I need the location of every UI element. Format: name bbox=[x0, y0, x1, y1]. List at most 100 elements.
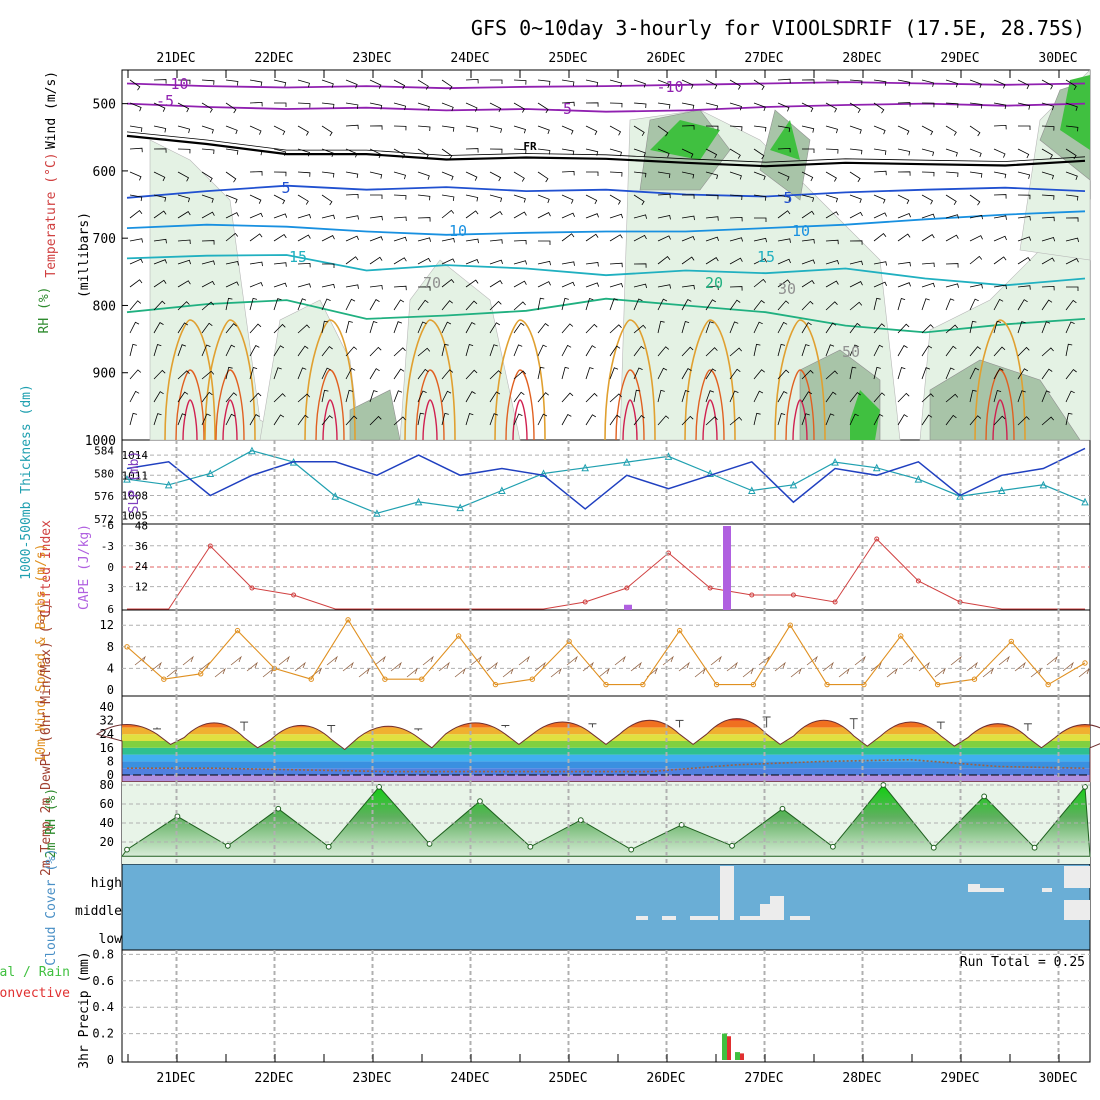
wind-barb bbox=[585, 345, 596, 357]
wind-barb bbox=[681, 194, 695, 199]
wind-barb bbox=[729, 257, 743, 265]
isotherm-warm bbox=[215, 369, 245, 441]
wind-barb bbox=[849, 301, 863, 311]
wind-barb bbox=[993, 148, 1006, 158]
bottom-date-axis: 21DEC 22DEC 23DEC 24DEC 25DEC 26DEC 27DEC 28DEC… bbox=[156, 1071, 1077, 1086]
wind-barb bbox=[465, 148, 479, 153]
rh-marker bbox=[224, 842, 231, 849]
wind-barb bbox=[321, 320, 329, 334]
wind-barb bbox=[273, 393, 286, 403]
wind-barb bbox=[633, 125, 645, 137]
wind-barb bbox=[825, 391, 837, 403]
wind-barb bbox=[825, 260, 840, 265]
wind-barb bbox=[177, 102, 190, 113]
wind-barb bbox=[465, 279, 479, 288]
isotherm-line bbox=[126, 81, 1086, 90]
wind-barb bbox=[369, 236, 383, 242]
wind-barb bbox=[705, 416, 718, 426]
wind-barb bbox=[825, 239, 839, 245]
wind-barb bbox=[945, 194, 957, 206]
wind-barb bbox=[465, 412, 474, 426]
axis-labels: 5006007008009001000572576580584100510081… bbox=[0, 70, 1060, 1069]
wind-barb bbox=[489, 125, 503, 133]
wind-barb bbox=[849, 413, 859, 426]
wind-barb bbox=[729, 148, 741, 159]
wind-barb bbox=[201, 280, 215, 288]
wind-barb bbox=[609, 414, 621, 426]
wind-barb bbox=[489, 370, 502, 380]
wind-barb bbox=[297, 345, 309, 357]
wind-barb bbox=[177, 148, 191, 154]
wind-barb bbox=[225, 413, 236, 426]
wind-barb bbox=[633, 171, 647, 178]
wind-barb bbox=[177, 301, 190, 311]
wind-speed-marker bbox=[234, 627, 241, 634]
wind-barb bbox=[153, 194, 167, 202]
wind-barb bbox=[729, 216, 743, 222]
wind-barb bbox=[1017, 285, 1031, 290]
slp-ylabel-left: 1000-500mb Thickness (dm) bbox=[19, 384, 34, 580]
wind-barb bbox=[297, 125, 309, 136]
top-date-label: 30DEC bbox=[1038, 51, 1077, 66]
wind-barb bbox=[561, 366, 570, 380]
wind-barb bbox=[153, 369, 166, 380]
wind-barb bbox=[609, 194, 621, 205]
wind-barb bbox=[753, 321, 763, 334]
wind-barb bbox=[825, 194, 839, 203]
contour-label: -5 bbox=[554, 100, 572, 118]
wind-barb bbox=[561, 281, 575, 288]
wind-barb bbox=[345, 389, 354, 403]
wind-barb bbox=[1065, 258, 1079, 265]
wind-barb bbox=[609, 102, 623, 108]
wind-barb bbox=[1065, 79, 1077, 91]
wind-barb bbox=[1065, 194, 1079, 201]
wind-barb bbox=[969, 214, 983, 220]
wind-barb bbox=[1041, 102, 1054, 111]
wind-barb bbox=[705, 194, 719, 200]
isotherm-warm bbox=[494, 319, 546, 441]
wind-barb bbox=[561, 344, 572, 357]
wind-barb bbox=[1041, 194, 1055, 200]
li-tick: -6 bbox=[101, 519, 114, 532]
wind-barb-10m bbox=[374, 655, 386, 666]
wind-barb bbox=[777, 390, 788, 403]
wind-barb bbox=[1065, 299, 1077, 311]
wind-barb bbox=[897, 171, 911, 176]
wind-barb bbox=[801, 125, 815, 133]
wind-barb bbox=[585, 233, 599, 242]
wind-barb bbox=[681, 298, 692, 311]
wind-barb bbox=[873, 102, 885, 114]
wind-barb bbox=[225, 79, 239, 86]
isotherm-warm bbox=[204, 319, 256, 441]
upper-ylabel-pressure: (millibars) bbox=[77, 212, 92, 298]
wind-barb bbox=[729, 390, 739, 403]
cape-bar bbox=[723, 526, 731, 610]
wind-tick: 8 bbox=[107, 640, 114, 654]
wind-barb bbox=[825, 79, 839, 85]
thickness-marker bbox=[789, 480, 798, 489]
wind-barb-10m bbox=[470, 655, 482, 666]
isotherm-line bbox=[126, 102, 1086, 113]
isotherm-warm bbox=[222, 399, 238, 441]
wind-barb bbox=[729, 194, 743, 201]
wind-barb bbox=[969, 125, 981, 137]
precip-total-bar bbox=[735, 1052, 740, 1060]
thickness-marker bbox=[206, 469, 215, 477]
wind-barb bbox=[417, 237, 431, 242]
lifted-index-marker bbox=[707, 585, 713, 591]
slp-left-tick: 572 bbox=[94, 513, 114, 526]
wind-barb bbox=[273, 262, 287, 267]
wind-speed-marker bbox=[419, 676, 425, 682]
isotherm-warm bbox=[304, 319, 356, 441]
wind-barb bbox=[801, 369, 814, 380]
wind-barb bbox=[993, 171, 1007, 179]
wind-barb bbox=[897, 148, 911, 156]
wind-barb bbox=[585, 367, 594, 380]
wind-barb bbox=[657, 125, 669, 137]
wind-barb-10m bbox=[294, 661, 306, 672]
rh-shade-region bbox=[929, 359, 1081, 441]
wind-barb bbox=[1041, 347, 1054, 357]
wind-barb bbox=[177, 391, 189, 403]
wind-barb bbox=[705, 390, 715, 403]
